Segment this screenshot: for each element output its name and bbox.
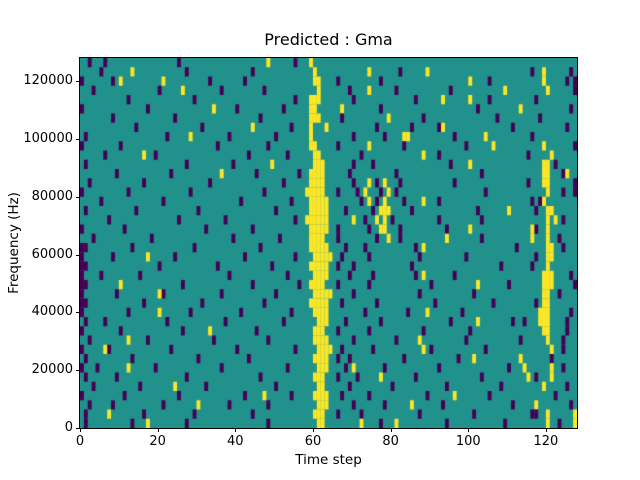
y-tick-label: 60000 [31, 246, 73, 262]
y-tick-mark [76, 312, 80, 314]
y-tick-mark [76, 138, 80, 140]
x-tick-mark [157, 428, 159, 432]
x-tick-mark [312, 428, 314, 432]
x-tick-mark [545, 428, 547, 432]
chart-title: Predicted : Gma [264, 30, 393, 49]
x-tick-label: 80 [382, 434, 399, 449]
y-tick-mark [76, 370, 80, 372]
y-tick-mark [76, 81, 80, 83]
x-tick-mark [80, 428, 81, 432]
x-tick-label: 20 [149, 434, 166, 449]
y-tick-label: 40000 [31, 304, 73, 320]
y-tick-mark [76, 428, 80, 429]
y-axis-label-text: Frequency (Hz) [6, 192, 22, 294]
y-tick-mark [76, 254, 80, 256]
x-tick-label: 40 [227, 434, 244, 449]
x-tick-mark [468, 428, 470, 432]
x-tick-label: 100 [455, 434, 481, 449]
plot-area [79, 57, 578, 429]
y-tick-label: 100000 [23, 130, 73, 146]
y-tick-label: 120000 [23, 73, 73, 89]
y-tick-label: 0 [64, 420, 73, 435]
y-tick-label: 80000 [31, 188, 73, 204]
x-tick-label: 60 [304, 434, 322, 449]
heatmap-canvas [80, 58, 577, 428]
x-axis-label: Time step [295, 452, 362, 468]
y-tick-label: 20000 [31, 362, 73, 378]
x-tick-mark [390, 428, 392, 432]
x-tick-label: 120 [533, 434, 559, 449]
y-tick-mark [76, 196, 80, 198]
x-tick-label: 0 [75, 434, 85, 449]
x-tick-mark [235, 428, 237, 432]
